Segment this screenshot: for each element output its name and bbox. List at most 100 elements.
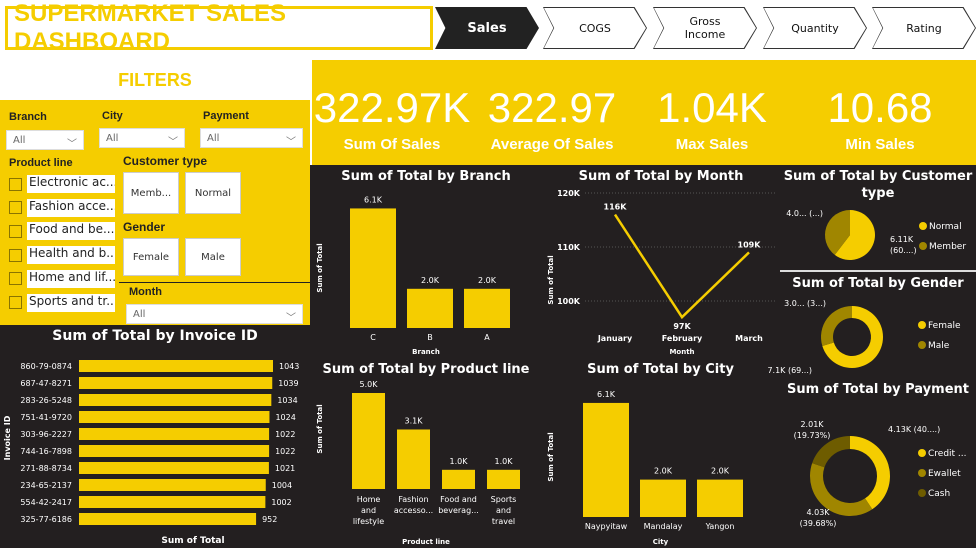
data-label: 1004 [272, 481, 292, 490]
checkbox[interactable] [9, 201, 22, 215]
dropdown-value: All [13, 135, 26, 146]
product-line-label: Product line [9, 157, 73, 169]
category-label: Sports [491, 495, 517, 504]
checkbox[interactable] [9, 248, 22, 262]
legend-marker [918, 321, 926, 329]
chevron-down-icon: ﹀ [286, 313, 296, 324]
checkbox[interactable] [9, 272, 22, 286]
legend-label: Member [929, 242, 966, 252]
slice [822, 306, 883, 368]
bar [397, 429, 430, 489]
kpi-label: Average Of Sales [490, 136, 614, 153]
divider [119, 282, 310, 283]
nav-sales[interactable]: Sales [435, 7, 539, 49]
gender-female[interactable]: Female [123, 238, 179, 276]
legend-marker [919, 242, 927, 250]
category-label: 744-16-7898 [20, 447, 72, 456]
chart-title: type [862, 186, 895, 201]
data-label: 116K [604, 203, 628, 212]
month-dropdown[interactable]: All ﹀ [126, 304, 303, 324]
y-tick-label: 100K [557, 297, 581, 306]
legend-label: Normal [929, 222, 962, 232]
x-axis-label: City [653, 538, 669, 546]
data-label: 952 [262, 515, 277, 524]
category-label: 283-26-5248 [20, 396, 72, 405]
nav-gross-income[interactable]: Gross Income [653, 7, 757, 49]
dropdown-value: All [106, 133, 119, 144]
category-label: 860-79-0874 [20, 362, 72, 371]
y-axis-label: Sum of Total [547, 255, 555, 304]
bar [442, 469, 475, 489]
legend-label: Female [928, 321, 961, 331]
category-label: and [496, 506, 511, 515]
data-label: (19.73%) [794, 431, 831, 440]
option-label: Food and be... [27, 222, 115, 241]
dropdown-value: All [133, 309, 146, 320]
gender-male[interactable]: Male [185, 238, 241, 276]
category-label: lifestyle [353, 517, 384, 526]
city-label: City [102, 110, 123, 122]
bar [79, 360, 273, 372]
nav-quantity[interactable]: Quantity [763, 7, 867, 49]
y-axis-label: Sum of Total [316, 404, 324, 453]
data-label: 109K [738, 240, 762, 249]
bar [79, 428, 270, 440]
category-label: A [484, 333, 490, 342]
bar [79, 479, 266, 491]
nav-cogs[interactable]: COGS [543, 7, 647, 49]
city-dropdown[interactable]: All ﹀ [99, 128, 185, 148]
payment-dropdown[interactable]: All ﹀ [200, 128, 303, 148]
data-label: 3.0... (3...) [784, 299, 826, 308]
kpi-value: 1.04K [657, 84, 767, 131]
product-line-option[interactable]: Home and lif... [9, 269, 115, 288]
chart-title: Sum of Total by Invoice ID [52, 328, 257, 344]
customer-type-label: Customer type [123, 154, 208, 168]
chevron-down-icon: ﹀ [67, 139, 77, 150]
chevron-down-icon: ﹀ [286, 137, 296, 148]
bar [352, 393, 385, 489]
data-label: 6.11K [890, 235, 914, 244]
legend-marker [918, 341, 926, 349]
branch-label: Branch [9, 111, 47, 123]
chart-title: Sum of Total by City [587, 362, 734, 377]
branch-dropdown[interactable]: All ﹀ [6, 130, 84, 150]
data-label: 1034 [277, 396, 297, 405]
data-label: 3.1K [405, 416, 424, 425]
data-label: 1.0K [450, 457, 469, 466]
slice [834, 210, 876, 260]
checkbox[interactable] [9, 224, 22, 238]
data-label: 1002 [271, 498, 291, 507]
data-label: 1039 [278, 379, 298, 388]
category-label: 687-47-8271 [20, 379, 72, 388]
data-label: 2.0K [478, 276, 497, 285]
y-axis-label: Sum of Total [316, 243, 324, 292]
checkbox[interactable] [9, 296, 22, 309]
x-axis-label: Branch [412, 348, 440, 356]
product-line-option[interactable]: Health and b... [9, 246, 115, 265]
bar [640, 479, 686, 517]
chevron-down-icon: ﹀ [168, 137, 178, 148]
category-label: travel [492, 517, 515, 526]
checkbox[interactable] [9, 177, 22, 191]
slice [821, 306, 852, 347]
bar [350, 208, 396, 328]
y-axis-label: Invoice ID [3, 415, 12, 460]
category-label: January [597, 334, 633, 343]
product-line-option[interactable]: Sports and tr... [9, 293, 115, 312]
bar [407, 288, 453, 328]
customer-type-normal[interactable]: Normal [185, 172, 241, 214]
option-label: Health and b... [27, 246, 115, 265]
filters-panel: Branch All ﹀ City All ﹀ Payment All ﹀ Produ… [0, 100, 310, 325]
product-line-option[interactable]: Fashion acce... [9, 198, 115, 217]
category-label: Naypyitaw [585, 522, 628, 531]
filters-title: FILTERS [0, 60, 310, 100]
category-label: Fashion [398, 495, 428, 504]
option-label: Fashion acce... [27, 198, 115, 217]
data-label: 1022 [275, 447, 295, 456]
product-line-option[interactable]: Electronic ac... [9, 175, 115, 193]
bar [79, 462, 269, 474]
customer-type-member[interactable]: Memb... [123, 172, 179, 214]
nav-rating[interactable]: Rating [872, 7, 976, 49]
product-line-option[interactable]: Food and be... [9, 222, 115, 241]
